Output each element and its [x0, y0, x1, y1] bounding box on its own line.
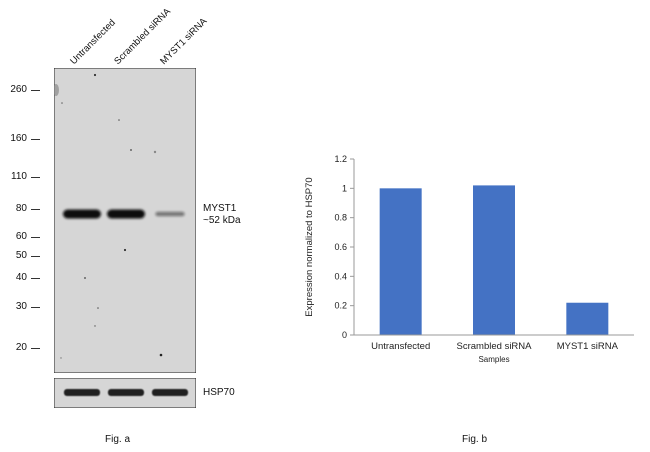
y-axis: 0 0.2 0.4 0.6 0.8 1 1.2 [334, 154, 355, 340]
hsp70-band [63, 389, 101, 396]
fig-b-caption: Fig. b [462, 434, 488, 445]
mw-marker-label: 60 [15, 231, 27, 243]
myst1-band [63, 209, 101, 219]
hsp70-band [151, 389, 189, 396]
lane-label-myst1-sirna: MYST1 siRNA [158, 15, 210, 67]
y-tick-label: 0 [342, 330, 347, 340]
myst1-band [107, 209, 145, 219]
y-axis-label: Expression normalized to HSP70 [304, 177, 315, 316]
control-label: HSP70 [203, 387, 235, 398]
y-tick-label: 0.8 [334, 213, 347, 223]
mw-marker-label: 110 [11, 170, 27, 182]
x-category-label: Scrambled siRNA [457, 341, 533, 352]
bar [473, 185, 515, 335]
target-label: MYST1 ~52 kDa [203, 203, 241, 227]
hsp70-bands [63, 389, 189, 396]
mw-marker-tick [31, 348, 40, 349]
mw-marker-tick [31, 176, 40, 178]
bar [379, 188, 422, 335]
x-category-label: MYST1 siRNA [557, 341, 619, 352]
mw-marker-tick [31, 237, 40, 239]
loading-control-panel [54, 378, 196, 408]
bar-chart: 0 0.2 0.4 0.6 0.8 1 1.2 Untransfected Scrambled… [304, 154, 634, 364]
mw-marker-tick [31, 138, 40, 140]
mw-marker-label: 30 [15, 301, 27, 313]
mw-marker-label: 80 [15, 202, 27, 214]
bar-series [379, 185, 609, 335]
myst1-band [155, 211, 185, 217]
myst1-bands [63, 209, 185, 219]
mw-marker-label: 260 [10, 84, 27, 95]
hsp70-band [107, 389, 145, 396]
y-tick-label: 0.2 [334, 301, 347, 311]
mw-marker-tick [31, 278, 40, 280]
mw-marker-tick [31, 90, 40, 91]
x-axis-label: Samples [478, 355, 509, 364]
mw-marker-label: 160 [10, 132, 27, 144]
mw-marker-tick [31, 255, 40, 257]
blot-panel [54, 68, 196, 373]
y-tick-label: 1 [342, 183, 347, 193]
target-size: ~52 kDa [203, 215, 241, 226]
y-tick-label: 0.4 [334, 271, 347, 281]
mw-marker-tick [31, 307, 40, 309]
lane-label-untransfected: Untransfected [68, 17, 118, 67]
mw-marker-label: 20 [15, 342, 27, 353]
bar [566, 302, 609, 335]
target-name: MYST1 [203, 203, 237, 214]
y-tick-label: 1.2 [334, 154, 347, 164]
mw-marker-label: 40 [15, 272, 27, 284]
y-tick-label: 0.6 [334, 242, 347, 252]
mw-marker-label: 50 [15, 249, 27, 261]
x-category-label: Untransfected [371, 341, 430, 352]
fig-a-caption: Fig. a [105, 434, 131, 445]
mw-marker-tick [31, 208, 40, 210]
x-axis: Untransfected Scrambled siRNA MYST1 siRNA [354, 334, 634, 352]
